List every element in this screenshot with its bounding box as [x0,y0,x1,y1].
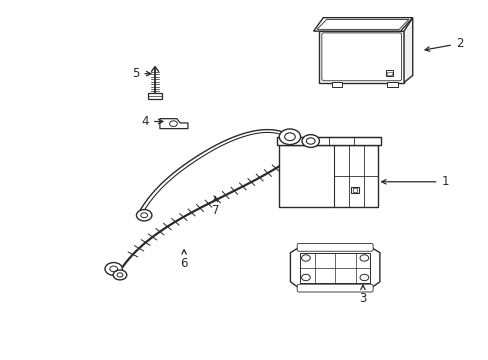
Bar [386,72,391,75]
Polygon shape [160,119,187,129]
Circle shape [105,262,122,275]
Bar [386,82,397,87]
Circle shape [279,129,300,145]
Polygon shape [147,93,162,99]
Bar [331,82,342,87]
Text: 7: 7 [211,197,219,217]
Text: 5: 5 [132,67,151,80]
Bar [350,186,359,193]
Circle shape [136,210,152,221]
Circle shape [301,255,309,261]
Circle shape [302,135,319,147]
Polygon shape [313,18,412,31]
Circle shape [113,270,126,280]
Circle shape [169,121,177,126]
Bar [276,137,380,145]
Text: 6: 6 [180,250,187,270]
Bar [319,31,403,82]
Circle shape [359,255,368,261]
Polygon shape [403,18,412,82]
FancyBboxPatch shape [297,284,372,292]
Bar [279,145,378,207]
Circle shape [359,274,368,281]
Text: 3: 3 [359,285,366,305]
FancyBboxPatch shape [297,243,372,251]
Polygon shape [290,247,379,288]
Text: 2: 2 [424,37,463,51]
Circle shape [301,274,309,281]
Bar [300,253,369,283]
Text: 4: 4 [142,115,163,128]
Bar [385,71,393,76]
Text: 1: 1 [381,175,448,188]
Bar [352,188,357,192]
